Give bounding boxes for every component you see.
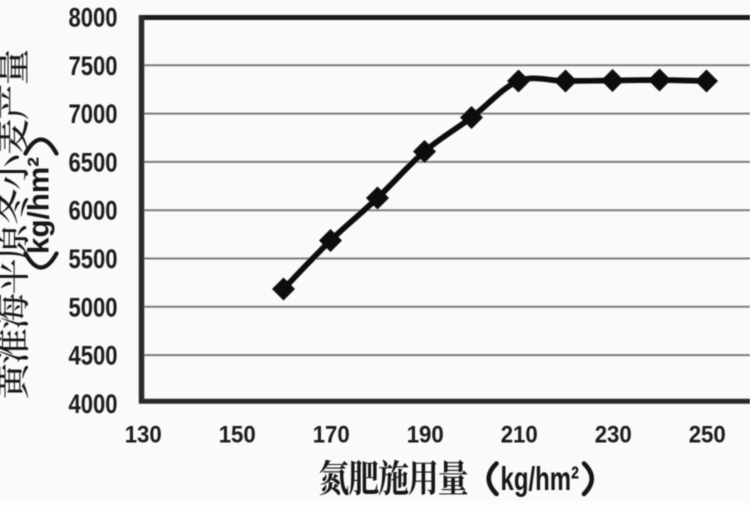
svg-text:150: 150 <box>219 422 256 449</box>
svg-text:230: 230 <box>595 422 632 449</box>
svg-text:4000: 4000 <box>69 389 118 419</box>
svg-text:6000: 6000 <box>69 196 118 226</box>
svg-text:190: 190 <box>407 422 444 449</box>
svg-text:4500: 4500 <box>69 341 118 371</box>
svg-text:8000: 8000 <box>69 3 118 33</box>
svg-text:130: 130 <box>125 422 162 449</box>
svg-text:kg/hm²: kg/hm² <box>501 461 580 498</box>
svg-text:7500: 7500 <box>69 51 118 81</box>
svg-text:kg/hm²: kg/hm² <box>23 157 56 254</box>
svg-text:5500: 5500 <box>69 244 118 274</box>
svg-text:210: 210 <box>501 422 538 449</box>
svg-text:250: 250 <box>689 422 726 449</box>
svg-text:7000: 7000 <box>69 99 118 129</box>
svg-text:170: 170 <box>313 422 350 449</box>
svg-text:6500: 6500 <box>69 147 118 177</box>
svg-text:5000: 5000 <box>69 292 118 322</box>
